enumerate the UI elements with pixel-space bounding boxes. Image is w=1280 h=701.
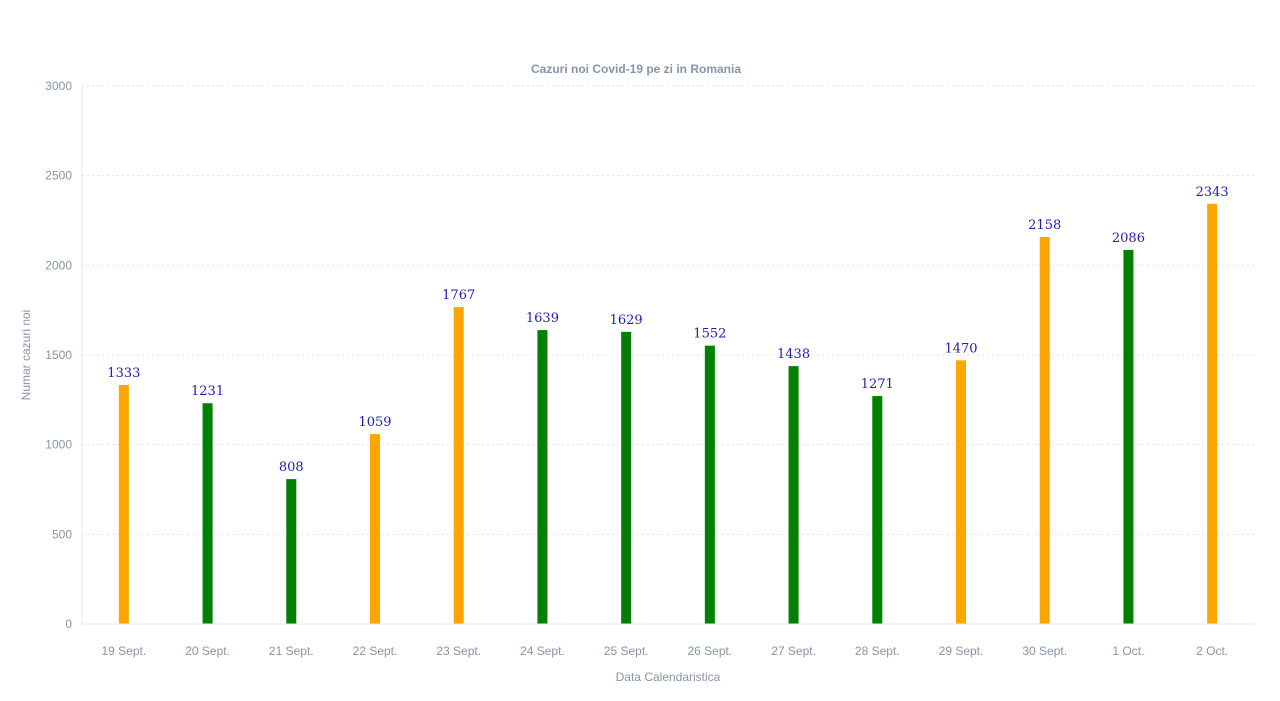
y-tick-label: 500: [52, 527, 72, 541]
data-label: 1438: [777, 347, 810, 362]
data-label: 1767: [442, 288, 475, 303]
data-label: 2158: [1028, 218, 1061, 233]
y-tick-label: 0: [65, 617, 72, 631]
bar: [704, 345, 715, 624]
x-tick-label: 23 Sept.: [436, 644, 481, 658]
x-tick-label: 24 Sept.: [520, 644, 565, 658]
chart-title: Cazuri noi Covid-19 pe zi in Romania: [531, 62, 741, 76]
x-tick-label: 22 Sept.: [353, 644, 398, 658]
bar: [956, 360, 966, 624]
y-tick-label: 1500: [45, 348, 72, 362]
y-tick-label: 1000: [45, 438, 72, 452]
x-tick-label: 26 Sept.: [688, 644, 733, 658]
bar: [118, 384, 129, 624]
bar: [370, 434, 380, 624]
data-label: 1639: [526, 311, 559, 326]
x-tick-label: 2 Oct.: [1196, 644, 1228, 658]
data-label: 1470: [944, 341, 977, 356]
bar: [286, 479, 297, 624]
y-tick-label: 2500: [45, 169, 72, 183]
bar: [1039, 236, 1050, 625]
data-label: 2343: [1196, 185, 1229, 200]
bar: [537, 330, 548, 624]
data-label: 1231: [191, 384, 224, 399]
grid-lines: [82, 85, 1254, 535]
x-axis: 19 Sept. 20 Sept. 21 Sept. 22 Sept. 23 Sept.…: [82, 623, 1254, 658]
x-tick-label: 30 Sept.: [1022, 644, 1067, 658]
data-label: 1552: [693, 327, 726, 342]
bar: [788, 366, 799, 624]
data-label: 2086: [1112, 231, 1145, 246]
data-label: 808: [279, 460, 304, 475]
x-tick-label: 28 Sept.: [855, 644, 900, 658]
x-tick-label: 1 Oct.: [1112, 644, 1144, 658]
x-tick-label: 21 Sept.: [269, 644, 314, 658]
bar: [202, 403, 213, 624]
data-labels: 1333 1231 808 1059 1767 1639 1629 1552 1438 1271 1…: [107, 185, 1228, 475]
data-label: 1629: [610, 313, 643, 328]
bar: [1207, 203, 1218, 624]
y-tick-label: 3000: [45, 79, 72, 93]
x-tick-label: 29 Sept.: [939, 644, 984, 658]
x-axis-label: Data Calendaristica: [616, 670, 721, 684]
bar: [621, 331, 632, 624]
x-tick-label: 25 Sept.: [604, 644, 649, 658]
bar: [453, 307, 464, 624]
x-tick-label: 20 Sept.: [185, 644, 230, 658]
x-tick-label: 19 Sept.: [102, 644, 147, 658]
data-label: 1059: [358, 415, 391, 430]
data-label: 1271: [861, 377, 894, 392]
x-tick-label: 27 Sept.: [771, 644, 816, 658]
y-axis-label: Numar cazuri noi: [19, 310, 33, 401]
bar: [872, 396, 883, 624]
y-tick-label: 2000: [45, 258, 72, 272]
bar: [1123, 249, 1134, 625]
y-axis: 0 500 1000 1500 2000 2500 3000: [45, 79, 83, 631]
data-label: 1333: [107, 366, 140, 381]
bars: [118, 203, 1218, 625]
